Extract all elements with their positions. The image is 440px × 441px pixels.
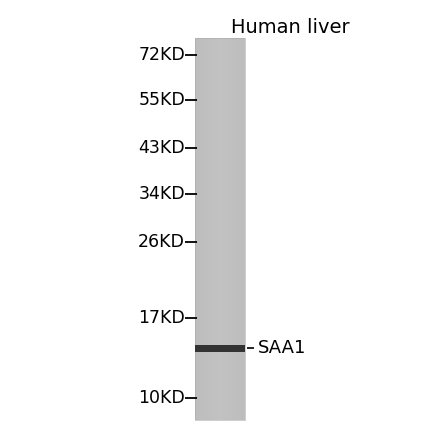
Bar <box>207 38 208 420</box>
Bar <box>208 38 209 420</box>
Bar <box>233 38 234 420</box>
Bar <box>195 344 245 351</box>
Bar <box>205 38 206 420</box>
Text: Human liver: Human liver <box>231 18 349 37</box>
Bar <box>235 38 236 420</box>
Bar <box>196 38 197 420</box>
Bar <box>239 38 240 420</box>
Text: 55KD: 55KD <box>138 91 185 109</box>
Text: 10KD: 10KD <box>138 389 185 407</box>
Bar <box>234 38 235 420</box>
Bar <box>223 38 224 420</box>
Bar <box>232 38 233 420</box>
Bar <box>204 38 205 420</box>
Bar <box>228 38 229 420</box>
Bar <box>227 38 228 420</box>
Bar <box>195 38 196 420</box>
Text: 43KD: 43KD <box>138 139 185 157</box>
Text: 26KD: 26KD <box>138 233 185 251</box>
Bar <box>202 38 203 420</box>
Text: SAA1: SAA1 <box>258 339 306 357</box>
Bar <box>243 38 244 420</box>
Bar <box>226 38 227 420</box>
Bar <box>221 38 222 420</box>
Bar <box>230 38 231 420</box>
Bar <box>220 38 221 420</box>
Bar <box>215 38 216 420</box>
Bar <box>217 38 218 420</box>
Bar <box>195 38 245 420</box>
Bar <box>212 38 213 420</box>
Bar <box>225 38 226 420</box>
Bar <box>222 38 223 420</box>
Bar <box>201 38 202 420</box>
Bar <box>210 38 211 420</box>
Bar <box>209 38 210 420</box>
Bar <box>236 38 237 420</box>
Bar <box>216 38 217 420</box>
Bar <box>211 38 212 420</box>
Bar <box>199 38 200 420</box>
Bar <box>213 38 214 420</box>
Bar <box>197 38 198 420</box>
Bar <box>198 38 199 420</box>
Bar <box>224 38 225 420</box>
Bar <box>231 38 232 420</box>
Bar <box>206 38 207 420</box>
Bar <box>237 38 238 420</box>
Bar <box>244 38 245 420</box>
Bar <box>200 38 201 420</box>
Bar <box>229 38 230 420</box>
Bar <box>218 38 219 420</box>
Text: 34KD: 34KD <box>138 185 185 203</box>
Bar <box>241 38 242 420</box>
Bar <box>214 38 215 420</box>
Bar <box>219 38 220 420</box>
Text: 17KD: 17KD <box>138 309 185 327</box>
Bar <box>242 38 243 420</box>
Bar <box>203 38 204 420</box>
Bar <box>240 38 241 420</box>
Text: 72KD: 72KD <box>138 46 185 64</box>
Bar <box>238 38 239 420</box>
